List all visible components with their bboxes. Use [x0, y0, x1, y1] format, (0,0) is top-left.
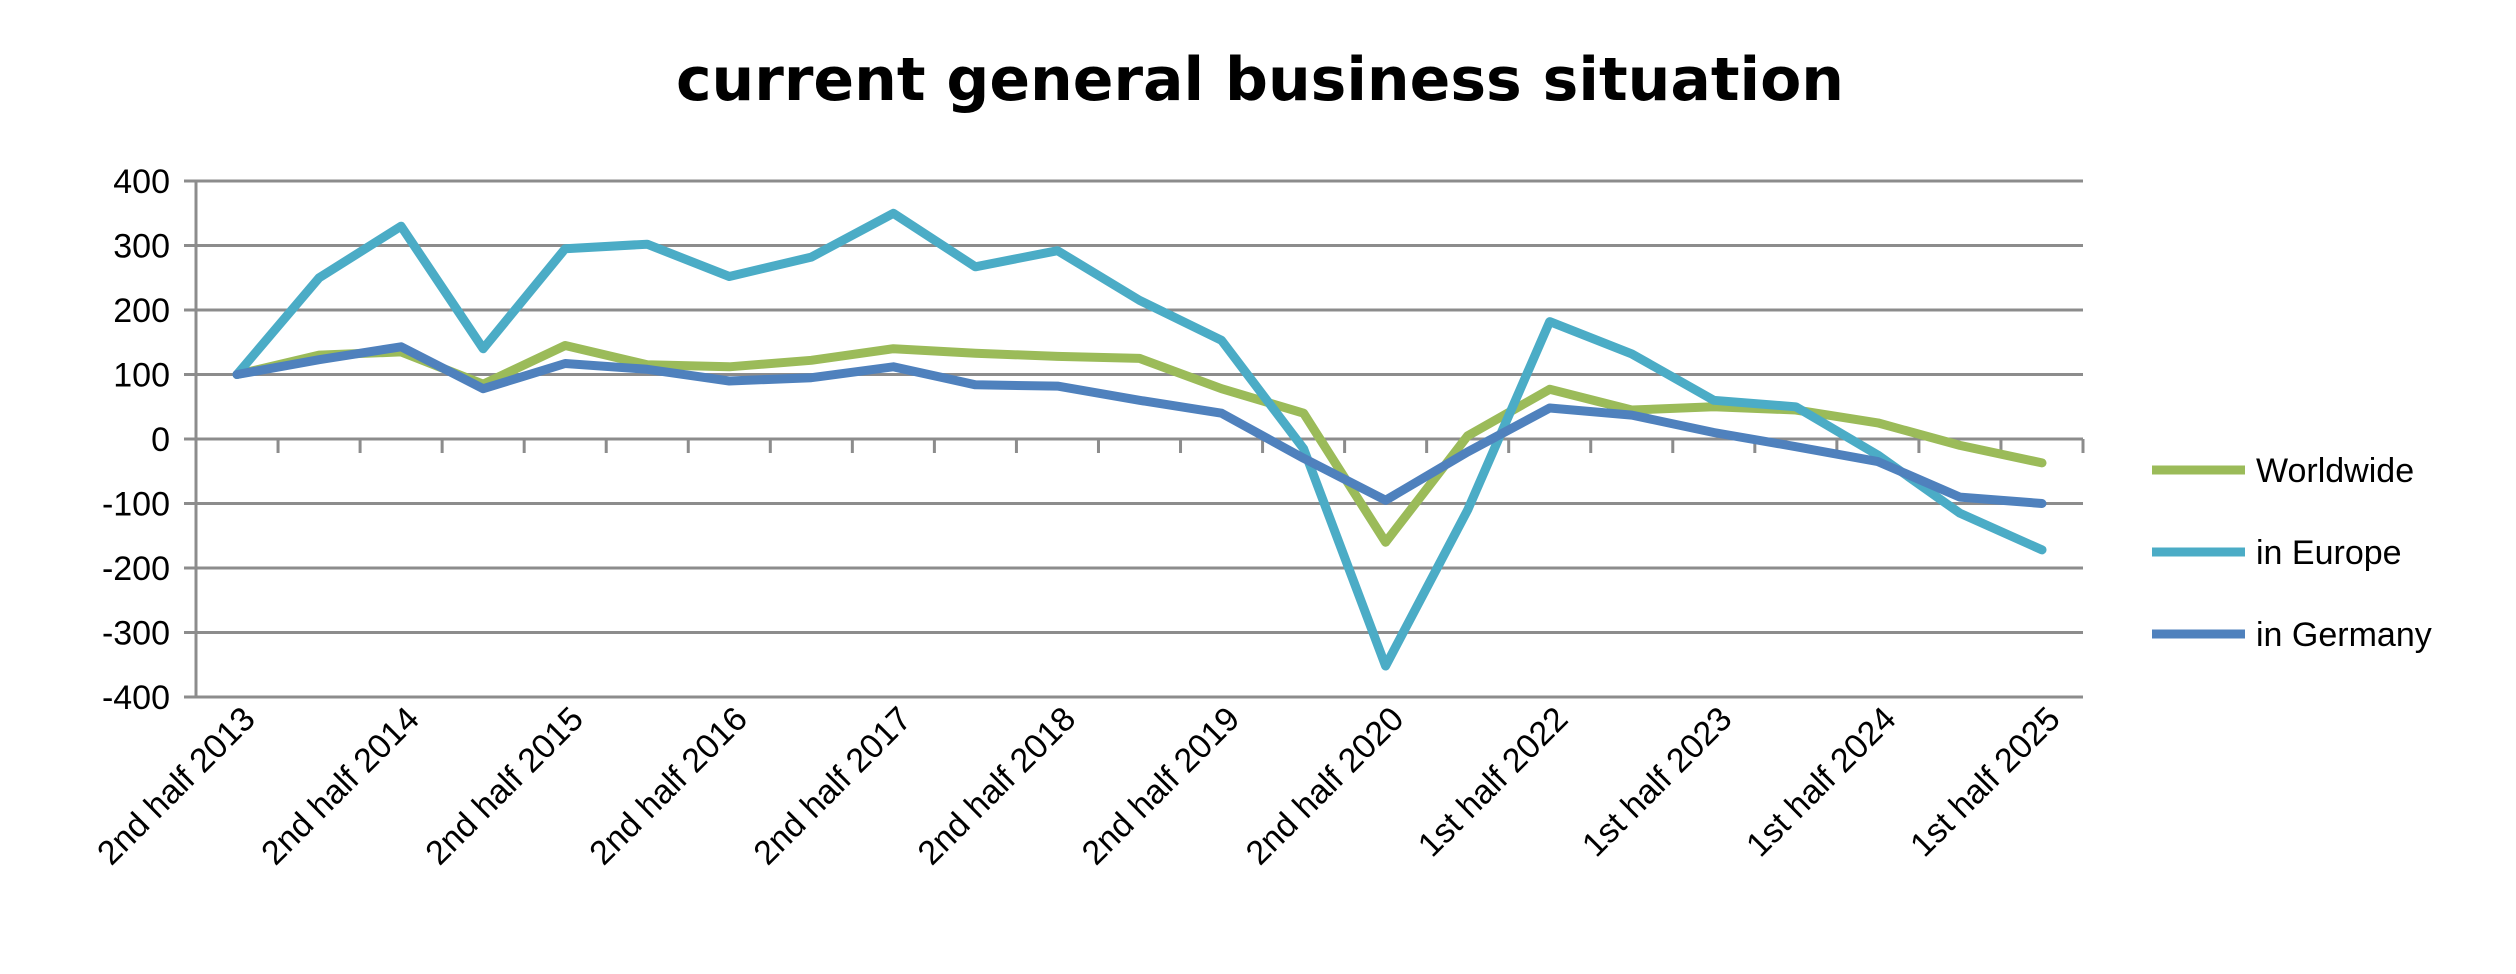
data-point	[1548, 388, 1551, 391]
data-point	[1630, 414, 1633, 417]
x-tick-label: 2nd half 2020	[1239, 700, 1412, 873]
y-tick-label: 100	[113, 357, 170, 395]
data-point	[1056, 385, 1059, 388]
legend-label: in Europe	[2256, 534, 2402, 572]
data-point	[810, 256, 813, 259]
legend-label: Worldwide	[2256, 452, 2414, 490]
data-point	[892, 347, 895, 350]
x-tick-label: 1st half 2023	[1575, 700, 1740, 865]
data-point	[1958, 444, 1961, 447]
y-tick-label: -400	[102, 679, 170, 717]
x-tick-label: 1st half 2024	[1739, 700, 1904, 865]
data-point	[564, 344, 567, 347]
data-point	[1466, 508, 1469, 511]
data-point	[400, 225, 403, 228]
data-point	[1138, 357, 1141, 360]
data-point	[1138, 399, 1141, 402]
data-point	[892, 212, 895, 215]
y-tick-label: 300	[113, 228, 170, 266]
data-point	[1712, 405, 1715, 408]
data-point	[1548, 320, 1551, 323]
data-point	[400, 345, 403, 348]
y-tick-label: -100	[102, 486, 170, 524]
data-point	[1548, 407, 1551, 410]
x-tick-label: 2nd half 2015	[418, 700, 591, 873]
data-point	[974, 352, 977, 355]
data-point	[1876, 460, 1879, 463]
data-point	[1876, 454, 1879, 457]
x-tick-label: 2nd half 2017	[746, 700, 919, 873]
y-tick-label: -200	[102, 550, 170, 588]
data-point	[2040, 461, 2043, 464]
x-tick-label: 2nd half 2014	[254, 700, 427, 873]
data-point	[318, 358, 321, 361]
data-point	[2040, 548, 2043, 551]
data-point	[1302, 457, 1305, 460]
data-point	[646, 243, 649, 246]
data-point	[236, 373, 239, 376]
y-tick-label: 0	[151, 421, 170, 459]
data-point	[1712, 431, 1715, 434]
data-point	[1794, 405, 1797, 408]
data-point	[810, 359, 813, 362]
data-point	[1302, 447, 1305, 450]
y-tick-label: 200	[113, 292, 170, 330]
data-point	[1876, 421, 1879, 424]
data-point	[2040, 502, 2043, 505]
data-point	[482, 387, 485, 390]
data-point	[1630, 352, 1633, 355]
data-point	[1712, 399, 1715, 402]
data-point	[1630, 408, 1633, 411]
y-tick-label: 400	[113, 163, 170, 201]
data-point	[1220, 412, 1223, 415]
data-point	[1138, 299, 1141, 302]
data-point	[318, 276, 321, 279]
data-point	[1958, 512, 1961, 515]
y-tick-label: -300	[102, 615, 170, 653]
data-point	[564, 362, 567, 365]
data-point	[728, 379, 731, 382]
data-point	[564, 247, 567, 250]
gridlines	[184, 179, 2085, 699]
data-point	[1056, 355, 1059, 358]
x-tick-label: 1st half 2022	[1411, 700, 1576, 865]
data-point	[1384, 665, 1387, 668]
data-point	[974, 383, 977, 386]
data-point	[1958, 496, 1961, 499]
x-tick-label: 2nd half 2019	[1075, 700, 1248, 873]
data-point	[974, 265, 977, 268]
data-point	[1384, 541, 1387, 544]
series-lines	[232, 208, 2047, 671]
x-tick-label: 2nd half 2018	[911, 700, 1084, 873]
data-point	[728, 275, 731, 278]
data-point	[728, 365, 731, 368]
x-tick-label: 1st half 2025	[1903, 700, 2068, 865]
data-point	[1220, 339, 1223, 342]
data-point	[1220, 387, 1223, 390]
legend: Worldwide in Europe in Germany	[2152, 452, 2432, 654]
x-tick-label: 2nd half 2016	[582, 700, 755, 873]
data-point	[1056, 249, 1059, 252]
legend-label: in Germany	[2256, 616, 2432, 654]
data-point	[1466, 450, 1469, 453]
data-point	[1384, 499, 1387, 502]
data-point	[892, 365, 895, 368]
data-point	[1466, 434, 1469, 437]
x-tick-label: 2nd half 2013	[90, 700, 263, 873]
chart-title: current general business situation	[676, 45, 1844, 115]
y-axis-ticks: 400 300 200 100 0 -100 -200 -300 -400	[102, 163, 170, 717]
data-point	[1302, 412, 1305, 415]
data-point	[482, 347, 485, 350]
data-point	[810, 376, 813, 379]
data-point	[1794, 445, 1797, 448]
data-point	[646, 368, 649, 371]
